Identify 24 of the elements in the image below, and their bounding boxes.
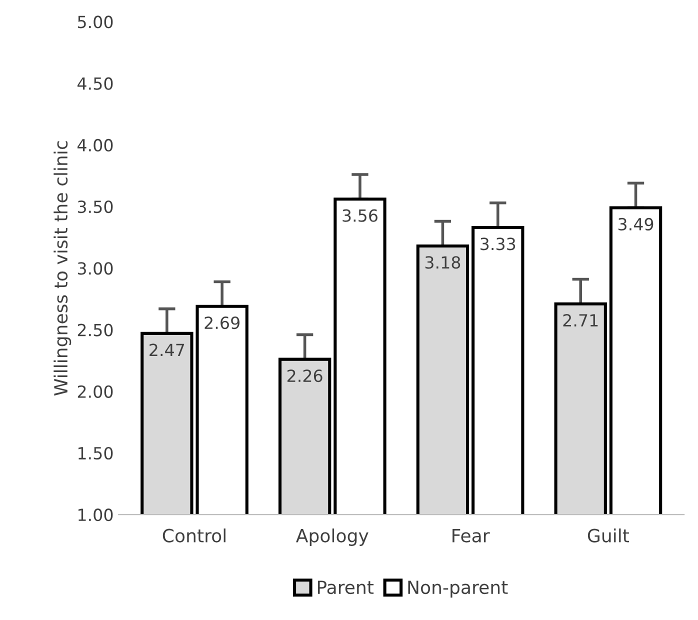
data-label: 3.56	[342, 209, 378, 222]
y-tick-label: 3.50	[78, 200, 113, 214]
y-tick-label: 2.00	[78, 385, 113, 398]
y-tick-label: 1.50	[78, 446, 113, 460]
data-label: 2.69	[204, 316, 240, 330]
legend-label: Parent	[318, 580, 374, 594]
data-label: 2.26	[287, 369, 322, 382]
data-label: 2.71	[563, 314, 598, 326]
y-axis-title: Willingness to visit the clinic	[54, 141, 72, 396]
y-tick-label: 4.00	[78, 138, 113, 152]
y-tick-label: 3.00	[78, 262, 113, 275]
y-tick-label: 4.50	[78, 77, 113, 90]
x-tick-label: Guilt	[588, 528, 630, 542]
y-tick-label: 2.50	[78, 324, 113, 336]
data-label: 3.18	[425, 256, 460, 269]
legend-label: Non-parent	[408, 580, 508, 598]
data-label: 3.49	[618, 218, 654, 231]
x-tick-label: Control	[162, 528, 226, 542]
data-label: 3.33	[480, 238, 516, 250]
y-tick-label: 5.00	[78, 16, 113, 28]
y-tick-label: 1.00	[78, 508, 113, 522]
x-tick-label: Fear	[452, 529, 490, 542]
data-label: 2.47	[150, 344, 184, 356]
x-tick-label: Apology	[296, 528, 368, 546]
